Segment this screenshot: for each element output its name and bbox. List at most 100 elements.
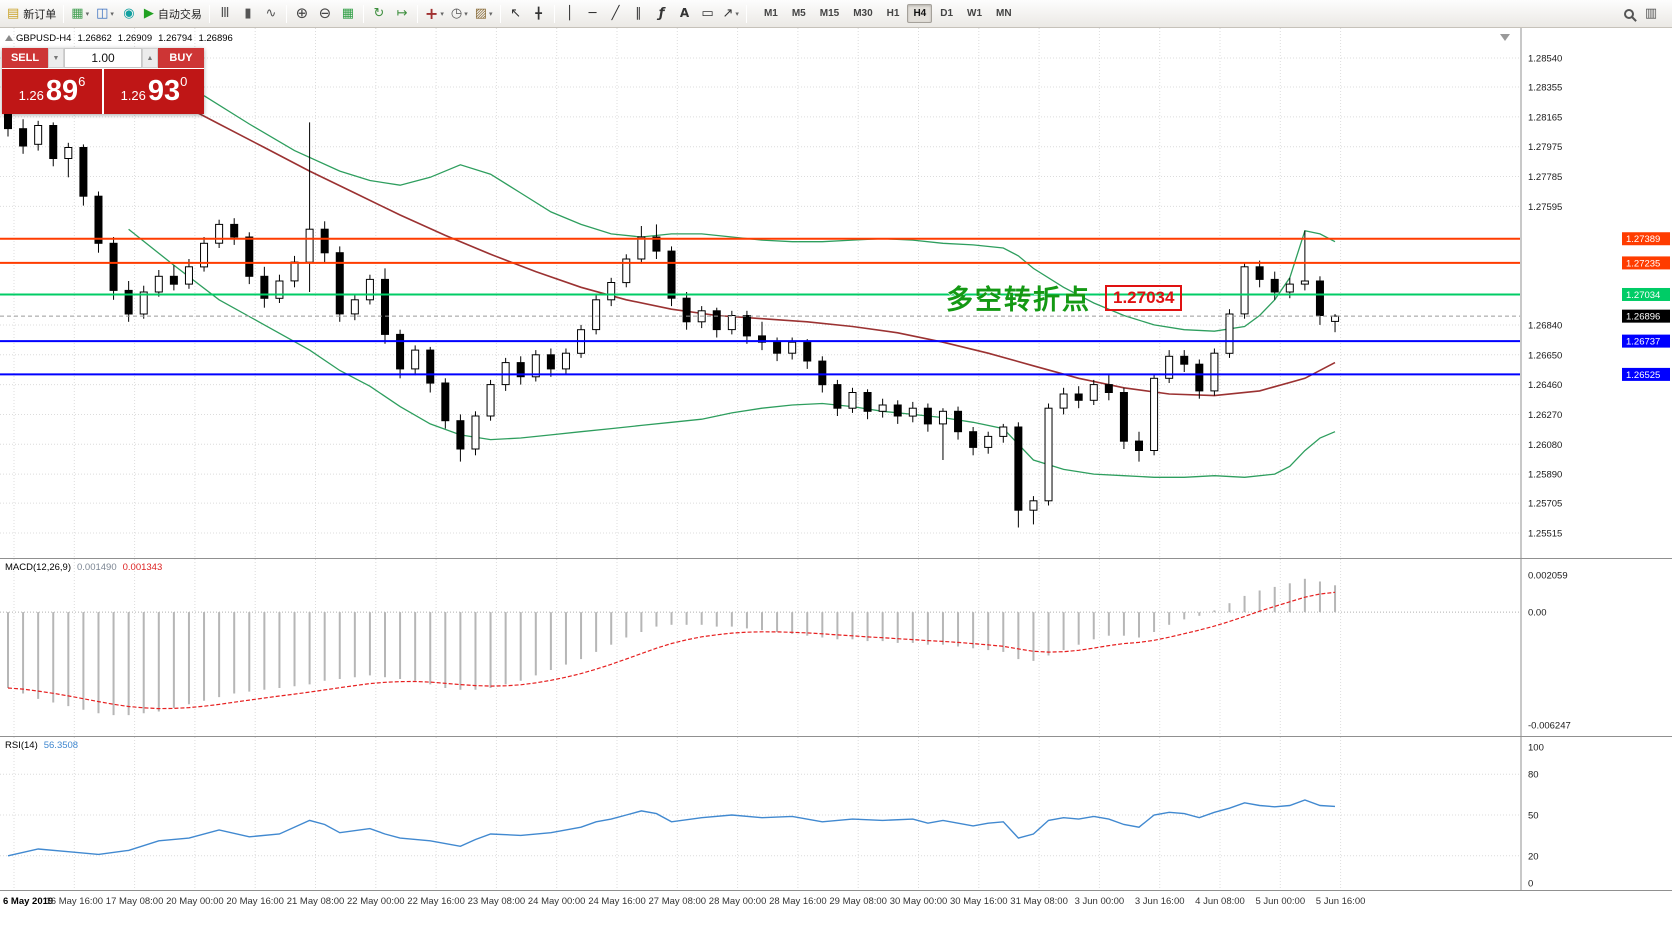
time-label: 31 May 08:00	[1010, 896, 1068, 907]
periods-icon	[451, 7, 462, 20]
time-label: 22 May 00:00	[347, 896, 405, 907]
toolbar-right-group	[1618, 3, 1662, 25]
autotrading-label: 自动交易	[157, 8, 202, 21]
data-window-button[interactable]	[1640, 3, 1662, 25]
profiles-button[interactable]: ▾	[93, 3, 117, 25]
time-label: 28 May 00:00	[708, 896, 767, 907]
rsi-chart[interactable]: 100 80 50 20 0	[0, 737, 1672, 890]
time-label: 30 May 00:00	[889, 896, 948, 907]
price-chart[interactable]: 1.273891.272351.270341.267371.265251.268…	[0, 28, 1672, 558]
svg-text:1.27389: 1.27389	[1626, 234, 1660, 245]
time-label: 4 Jun 08:00	[1195, 896, 1245, 907]
timeframe-d1-button[interactable]: D1	[940, 8, 954, 19]
chart-shift-button[interactable]	[391, 3, 413, 25]
buy-button[interactable]: BUY	[158, 48, 204, 68]
cursor-icon	[510, 7, 521, 20]
svg-text:1.27785: 1.27785	[1528, 172, 1562, 183]
timeframe-h4-button[interactable]: H4	[907, 4, 933, 23]
text-label-button[interactable]	[697, 3, 719, 25]
arrows-button[interactable]: ▾	[720, 3, 742, 25]
lot-size-input[interactable]	[64, 48, 142, 68]
indicators-button[interactable]: ▾	[422, 3, 447, 25]
buy-price-button[interactable]: 1.26 93 0	[104, 69, 204, 114]
svg-text:1.26737: 1.26737	[1626, 337, 1660, 348]
tile-windows-button[interactable]	[337, 3, 359, 25]
line-chart-button[interactable]	[260, 3, 282, 25]
toolbar-separator	[362, 4, 364, 23]
timeframe-h1-button[interactable]: H1	[886, 8, 900, 19]
cursor-button[interactable]	[505, 3, 527, 25]
chevron-down-icon: ▾	[489, 10, 493, 18]
one-click-collapse-toggle[interactable]	[5, 35, 13, 41]
templates-icon	[475, 7, 487, 20]
svg-text:50: 50	[1528, 811, 1539, 822]
community-icon	[123, 7, 134, 20]
macd-signal-line	[7, 591, 1336, 710]
rsi-line	[7, 799, 1336, 857]
candles	[4, 98, 1340, 528]
zoom-in-button[interactable]	[291, 3, 313, 25]
new-order-button[interactable]: 新订单	[4, 3, 59, 25]
chart-shift-icon	[396, 7, 407, 20]
svg-text:100: 100	[1528, 743, 1544, 754]
sell-button[interactable]: SELL	[2, 48, 48, 68]
equidistant-channel-icon	[635, 7, 642, 20]
periods-button[interactable]: ▾	[448, 3, 471, 25]
chevron-down-icon: ▾	[440, 10, 444, 18]
rsi-panel[interactable]: 100 80 50 20 0 RSI(14) 56.3508	[0, 736, 1672, 890]
community-button[interactable]	[118, 3, 140, 25]
timeframe-m30-button[interactable]: M30	[853, 8, 873, 19]
low-value: 1.26794	[158, 33, 193, 44]
time-label: 28 May 16:00	[769, 896, 827, 907]
search-button[interactable]	[1618, 3, 1640, 25]
trendline-button[interactable]	[605, 3, 627, 25]
macd-panel[interactable]: 0.002059 0.00 -0.006247 MACD(12,26,9) 0.00…	[0, 558, 1672, 736]
svg-text:1.27975: 1.27975	[1528, 142, 1562, 153]
chart-shift-marker[interactable]	[1500, 34, 1510, 41]
timeframe-m1-button[interactable]: M1	[763, 8, 778, 19]
horizontal-line-button[interactable]	[582, 3, 604, 25]
equidistant-channel-button[interactable]	[628, 3, 650, 25]
main-chart-panel[interactable]: 1.27389 1.27235 1.27034 1.26737 1.26525 1.268…	[0, 28, 1672, 558]
timeframe-m15-button[interactable]: M15	[819, 8, 840, 19]
svg-text:1.26525: 1.26525	[1626, 370, 1660, 381]
timeframe-toolbar: M1 M5 M15 M30 H1 H4 D1 W1 MN	[757, 4, 1019, 23]
lot-decrease-button[interactable]	[48, 48, 64, 68]
sell-price-prefix: 1.26	[18, 88, 44, 103]
timeframe-w1-button[interactable]: W1	[967, 8, 983, 19]
macd-chart[interactable]: 0.002059 0.00 -0.006247	[0, 559, 1672, 736]
svg-text:1.26650: 1.26650	[1528, 350, 1562, 361]
auto-scroll-button[interactable]	[368, 3, 390, 25]
crosshair-button[interactable]	[528, 3, 550, 25]
zoom-out-button[interactable]	[314, 3, 336, 25]
fibonacci-button[interactable]	[651, 3, 673, 25]
time-label: 20 May 16:00	[226, 896, 284, 907]
autotrading-button[interactable]: 自动交易	[141, 3, 205, 25]
time-label: 22 May 16:00	[407, 896, 465, 907]
bar-chart-button[interactable]	[214, 3, 236, 25]
svg-text:0: 0	[1528, 879, 1533, 890]
svg-text:1.25515: 1.25515	[1528, 529, 1562, 540]
templates-button[interactable]: ▾	[472, 3, 496, 25]
symbol-label: GBPUSD-H4	[16, 33, 72, 44]
zoom-in-icon	[296, 6, 309, 21]
timeframe-mn-button[interactable]: MN	[996, 8, 1012, 19]
sell-price-button[interactable]: 1.26 89 6	[2, 69, 102, 114]
lot-increase-button[interactable]	[142, 48, 158, 68]
sell-price-big: 89	[45, 75, 79, 107]
svg-text:1.28165: 1.28165	[1528, 112, 1562, 123]
text-icon	[680, 7, 689, 20]
toolbar-separator	[499, 4, 501, 23]
time-label: 23 May 08:00	[467, 896, 526, 907]
candlestick-chart-button[interactable]	[237, 3, 259, 25]
vertical-line-button[interactable]	[559, 3, 581, 25]
fibonacci-icon	[659, 7, 665, 20]
svg-text:80: 80	[1528, 770, 1539, 781]
text-button[interactable]	[674, 3, 696, 25]
time-label: 3 Jun 00:00	[1074, 896, 1125, 907]
timeframe-m5-button[interactable]: M5	[791, 8, 806, 19]
rsi-name: RSI(14)	[5, 740, 38, 751]
time-axis[interactable]: 6 May 2019 16 May 16:00 17 May 08:00 20 May…	[0, 890, 1672, 916]
new-chart-button[interactable]: ▾	[68, 3, 92, 25]
